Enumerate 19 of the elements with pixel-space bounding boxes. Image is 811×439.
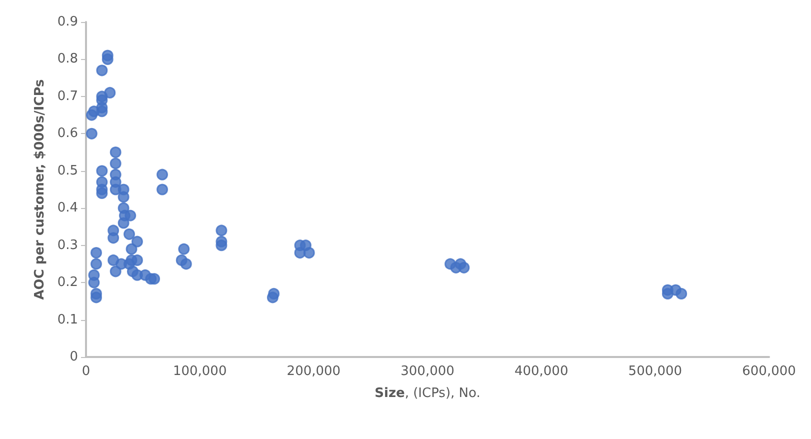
y-tick-label: 0.8 (57, 52, 78, 67)
x-tick-label: 600,000 (742, 364, 796, 379)
y-axis-title: AOC per customer, $000s/ICPs (32, 78, 48, 300)
x-tick-label: 100,000 (172, 364, 227, 379)
y-tick-label: 0.1 (57, 312, 78, 328)
y-tick-label: 0.3 (57, 238, 78, 253)
y-tick-label: 0.4 (57, 200, 78, 216)
x-axis-title: Size, (ICPs), No. (374, 386, 480, 401)
y-tick-label: 0.6 (57, 126, 78, 142)
x-tick-label: 300,000 (400, 364, 454, 379)
x-tick-label: 200,000 (286, 364, 341, 379)
x-tick-label: 500,000 (628, 364, 682, 379)
y-tick-label: 0 (70, 350, 78, 364)
x-tick-label: 400,000 (514, 364, 568, 379)
y-tick-label: 0.9 (57, 14, 78, 30)
y-tick-label: 0.5 (57, 163, 78, 178)
y-tick-label: 0.7 (57, 88, 78, 104)
y-tick-label: 0.2 (57, 275, 78, 290)
x-tick-label: 0 (82, 364, 90, 379)
